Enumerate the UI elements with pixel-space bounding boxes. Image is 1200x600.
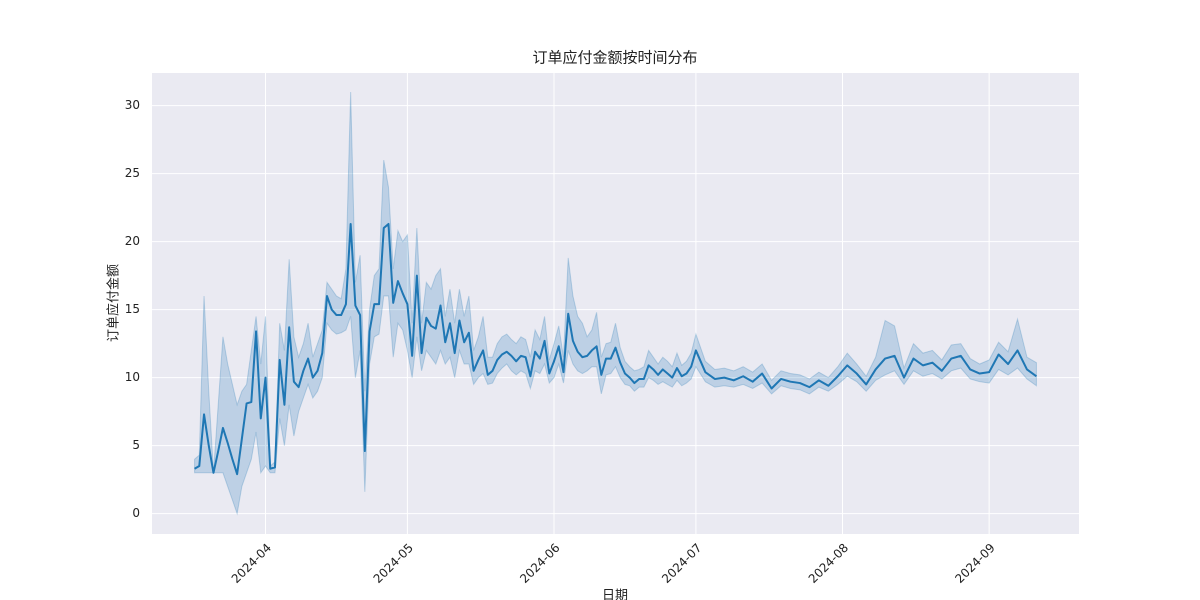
plot-area [152,73,1079,534]
y-tick-label: 10 [125,370,140,384]
y-tick-label: 0 [132,506,140,520]
x-tick-label: 2024-06 [517,541,562,586]
y-tick-label: 5 [132,438,140,452]
y-tick-label: 30 [125,98,140,112]
y-tick-label: 15 [125,302,140,316]
x-tick-label: 2024-08 [806,541,851,586]
y-tick-label: 20 [125,234,140,248]
x-tick-label: 2024-07 [659,541,704,586]
x-tick-label: 2024-04 [229,541,274,586]
line [194,222,1038,476]
y-axis-label: 订单应付金额 [106,264,122,342]
marks [194,92,1038,516]
x-axis-label: 日期 [602,589,628,600]
grid [152,73,1079,534]
x-tick-label: 2024-09 [952,541,997,586]
chart-title: 订单应付金额按时间分布 [532,49,697,67]
y-tick-label: 25 [125,166,140,180]
confidence-band [194,92,1037,516]
x-tick-label: 2024-05 [371,541,416,586]
